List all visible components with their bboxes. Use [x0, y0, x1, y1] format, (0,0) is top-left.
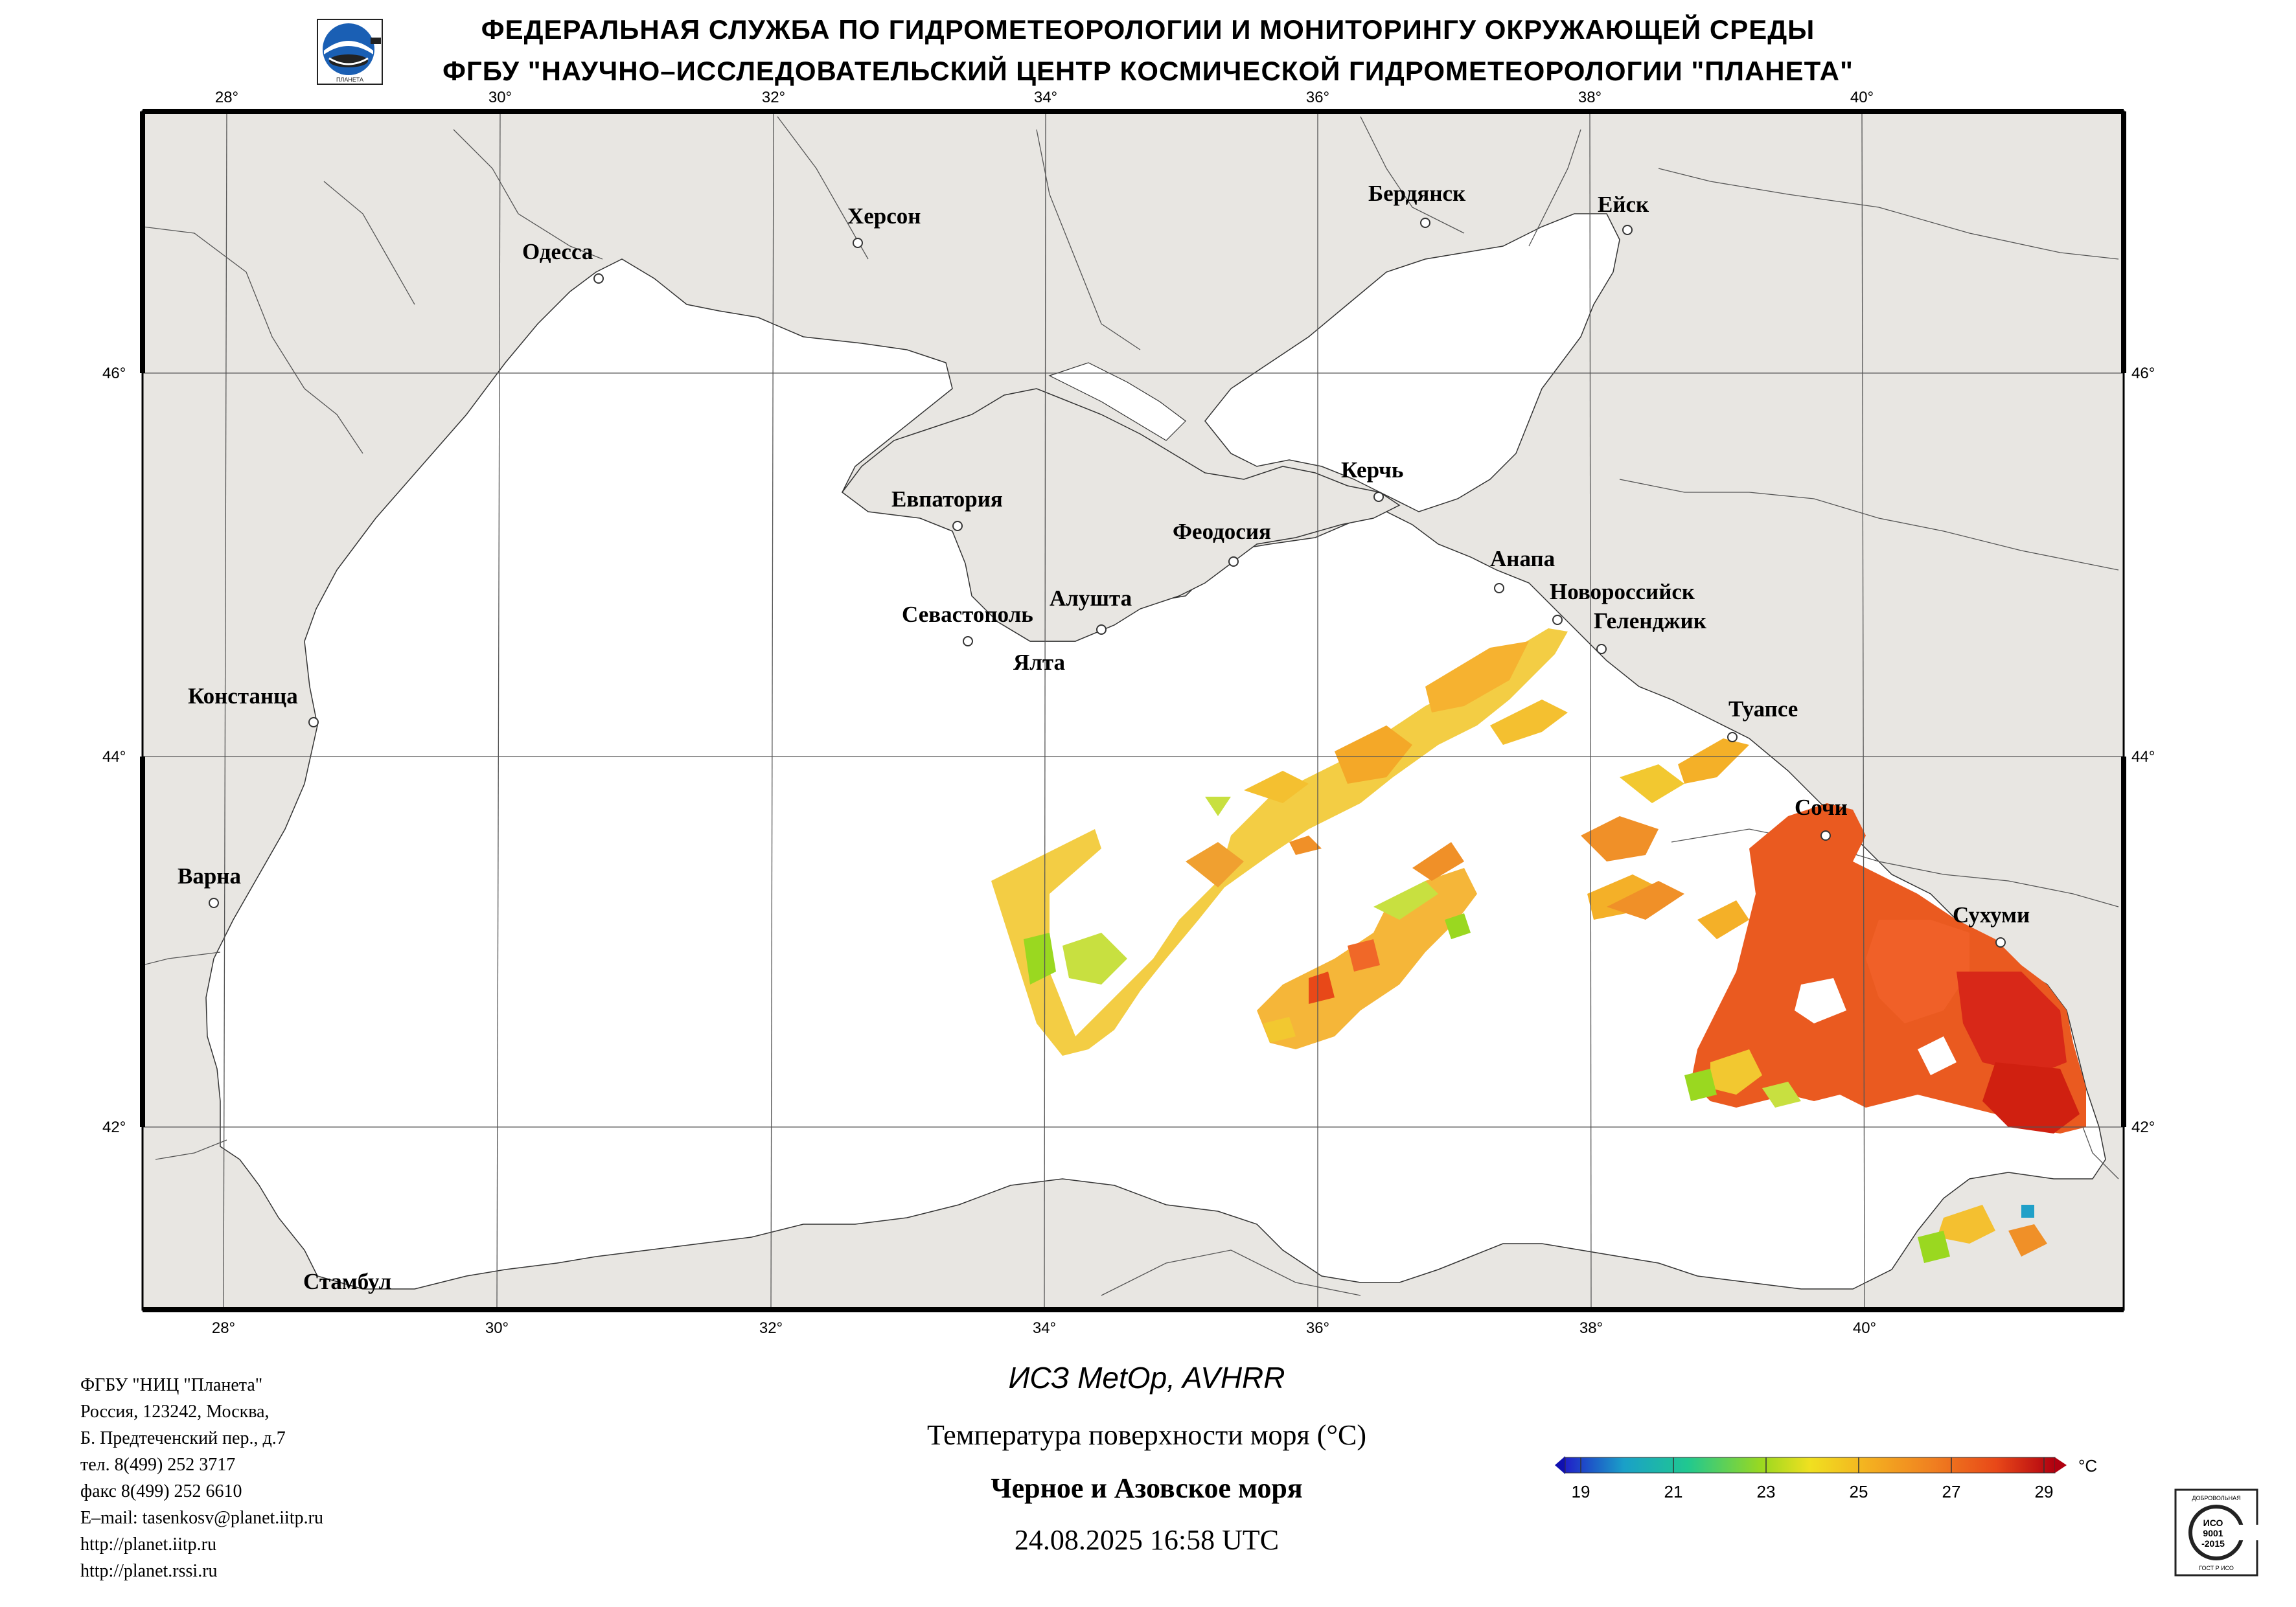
address-line: http://planet.iitp.ru — [80, 1534, 216, 1555]
satellite-caption: ИСЗ MetOp, AVHRR — [1008, 1361, 1285, 1395]
sst-data — [991, 628, 2086, 1263]
lon-tick: 32° — [762, 89, 785, 106]
city-markers — [209, 218, 2006, 948]
crimea — [841, 388, 1401, 642]
lat-ticks-left: 46° 44° 42° — [102, 365, 126, 1136]
colorbar-tick: 29 — [2035, 1482, 2054, 1501]
city-label-constanta: Констанца — [188, 683, 298, 709]
city-label-yevpatoria: Евпатория — [891, 486, 1003, 512]
address-line: E–mail: tasenkosv@planet.iitp.ru — [80, 1508, 323, 1528]
city-label-istanbul: Стамбул — [303, 1269, 391, 1294]
header-center-title: ФГБУ "НАУЧНО–ИССЛЕДОВАТЕЛЬСКИЙ ЦЕНТР КОС… — [442, 56, 1854, 86]
address-line: Б. Предтеченский пер., д.7 — [80, 1428, 286, 1448]
city-label-feodosia: Феодосия — [1173, 519, 1271, 544]
iso-certification-stamp-icon: ДОБРОВОЛЬНАЯ ИСО 9001 -2015 ГОСТ Р ИСО — [2174, 1488, 2258, 1577]
colorbar-tick: 19 — [1572, 1482, 1590, 1501]
lon-tick: 36° — [1306, 89, 1329, 106]
address-line: Россия, 123242, Москва, — [80, 1402, 270, 1422]
borders — [143, 116, 2119, 1296]
colorbar-tick: 27 — [1942, 1482, 1961, 1501]
city-label-gelendzhik: Геленджик — [1594, 608, 1707, 633]
city-label-novorossiysk: Новороссийск — [1550, 579, 1695, 604]
city-label-odessa: Одесса — [522, 239, 593, 264]
lon-tick: 30° — [485, 1319, 509, 1337]
city-label-kherson: Херсон — [847, 203, 921, 229]
datetime-caption: 24.08.2025 16:58 UTC — [1014, 1524, 1280, 1556]
lon-tick: 34° — [1034, 89, 1057, 106]
city-labels: Одесса Херсон Бердянск Ейск Евпатория Ке… — [178, 181, 2030, 1294]
city-label-alushta: Алушта — [1050, 586, 1132, 611]
city-label-yeysk: Ейск — [1598, 192, 1649, 217]
svg-text:ИСО: ИСО — [2203, 1518, 2223, 1528]
lat-tick: 46° — [2131, 365, 2155, 382]
lat-tick: 46° — [102, 365, 126, 382]
city-label-yalta: Ялта — [1013, 650, 1065, 675]
lat-tick: 44° — [2131, 748, 2155, 766]
sea-of-azov — [1204, 213, 1620, 512]
graticule — [143, 111, 2124, 1310]
colorbar-unit: °C — [2078, 1456, 2097, 1476]
city-label-berdyansk: Бердянск — [1368, 181, 1466, 206]
svg-text:-2015: -2015 — [2201, 1538, 2225, 1549]
lat-tick: 42° — [102, 1119, 126, 1136]
svg-text:ДОБРОВОЛЬНАЯ: ДОБРОВОЛЬНАЯ — [2192, 1495, 2240, 1501]
lat-tick: 42° — [2131, 1119, 2155, 1136]
lon-tick: 38° — [1578, 89, 1601, 106]
lon-ticks-bottom: 28° 30° 32° 34° 36° 38° 40° — [212, 1319, 1876, 1337]
address-block: ФГБУ "НИЦ "Планета" Россия, 123242, Моск… — [80, 1372, 323, 1584]
address-line: http://planet.rssi.ru — [80, 1561, 218, 1581]
colorbar-tick: 25 — [1850, 1482, 1868, 1501]
planeta-logo-icon: ПЛАНЕТА — [317, 19, 383, 85]
address-line: факс 8(499) 252 6610 — [80, 1481, 242, 1501]
header-agency-title: ФЕДЕРАЛЬНАЯ СЛУЖБА ПО ГИДРОМЕТЕОРОЛОГИИ … — [481, 14, 1815, 45]
city-label-sevastopol: Севастополь — [902, 602, 1033, 627]
colorbar-tick: 23 — [1757, 1482, 1776, 1501]
lat-tick: 44° — [102, 748, 126, 766]
lon-tick: 40° — [1853, 1319, 1876, 1337]
city-label-tuapse: Туапсе — [1728, 696, 1798, 722]
svg-text:ГОСТ Р ИСО: ГОСТ Р ИСО — [2199, 1565, 2234, 1571]
svg-text:9001: 9001 — [2203, 1528, 2223, 1538]
svg-text:ПЛАНЕТА: ПЛАНЕТА — [336, 76, 363, 83]
lon-tick: 32° — [759, 1319, 783, 1337]
address-line: ФГБУ "НИЦ "Планета" — [80, 1375, 263, 1395]
lon-tick: 28° — [215, 89, 238, 106]
city-label-anapa: Анапа — [1490, 546, 1555, 571]
colorbar: 19 21 23 25 27 29 °C — [1555, 1456, 2097, 1501]
lon-tick: 40° — [1850, 89, 1874, 106]
colorbar-tick: 21 — [1664, 1482, 1683, 1501]
lat-ticks-right: 46° 44° 42° — [2131, 365, 2155, 1136]
city-label-sochi: Сочи — [1795, 795, 1848, 820]
city-label-varna: Варна — [178, 863, 241, 889]
parameter-caption: Температура поверхности моря (°C) — [926, 1419, 1367, 1451]
lon-tick: 28° — [212, 1319, 235, 1337]
city-label-kerch: Керчь — [1341, 457, 1403, 483]
lon-ticks-top: 28° 30° 32° 34° 36° 38° 40° — [215, 89, 1874, 106]
region-caption: Черное и Азовское моря — [991, 1472, 1303, 1504]
lon-tick: 34° — [1033, 1319, 1056, 1337]
lon-tick: 38° — [1579, 1319, 1603, 1337]
lon-tick: 36° — [1306, 1319, 1329, 1337]
city-label-sukhumi: Сухуми — [1953, 902, 2030, 928]
address-line: тел. 8(499) 252 3717 — [80, 1455, 236, 1475]
lon-tick: 30° — [488, 89, 512, 106]
